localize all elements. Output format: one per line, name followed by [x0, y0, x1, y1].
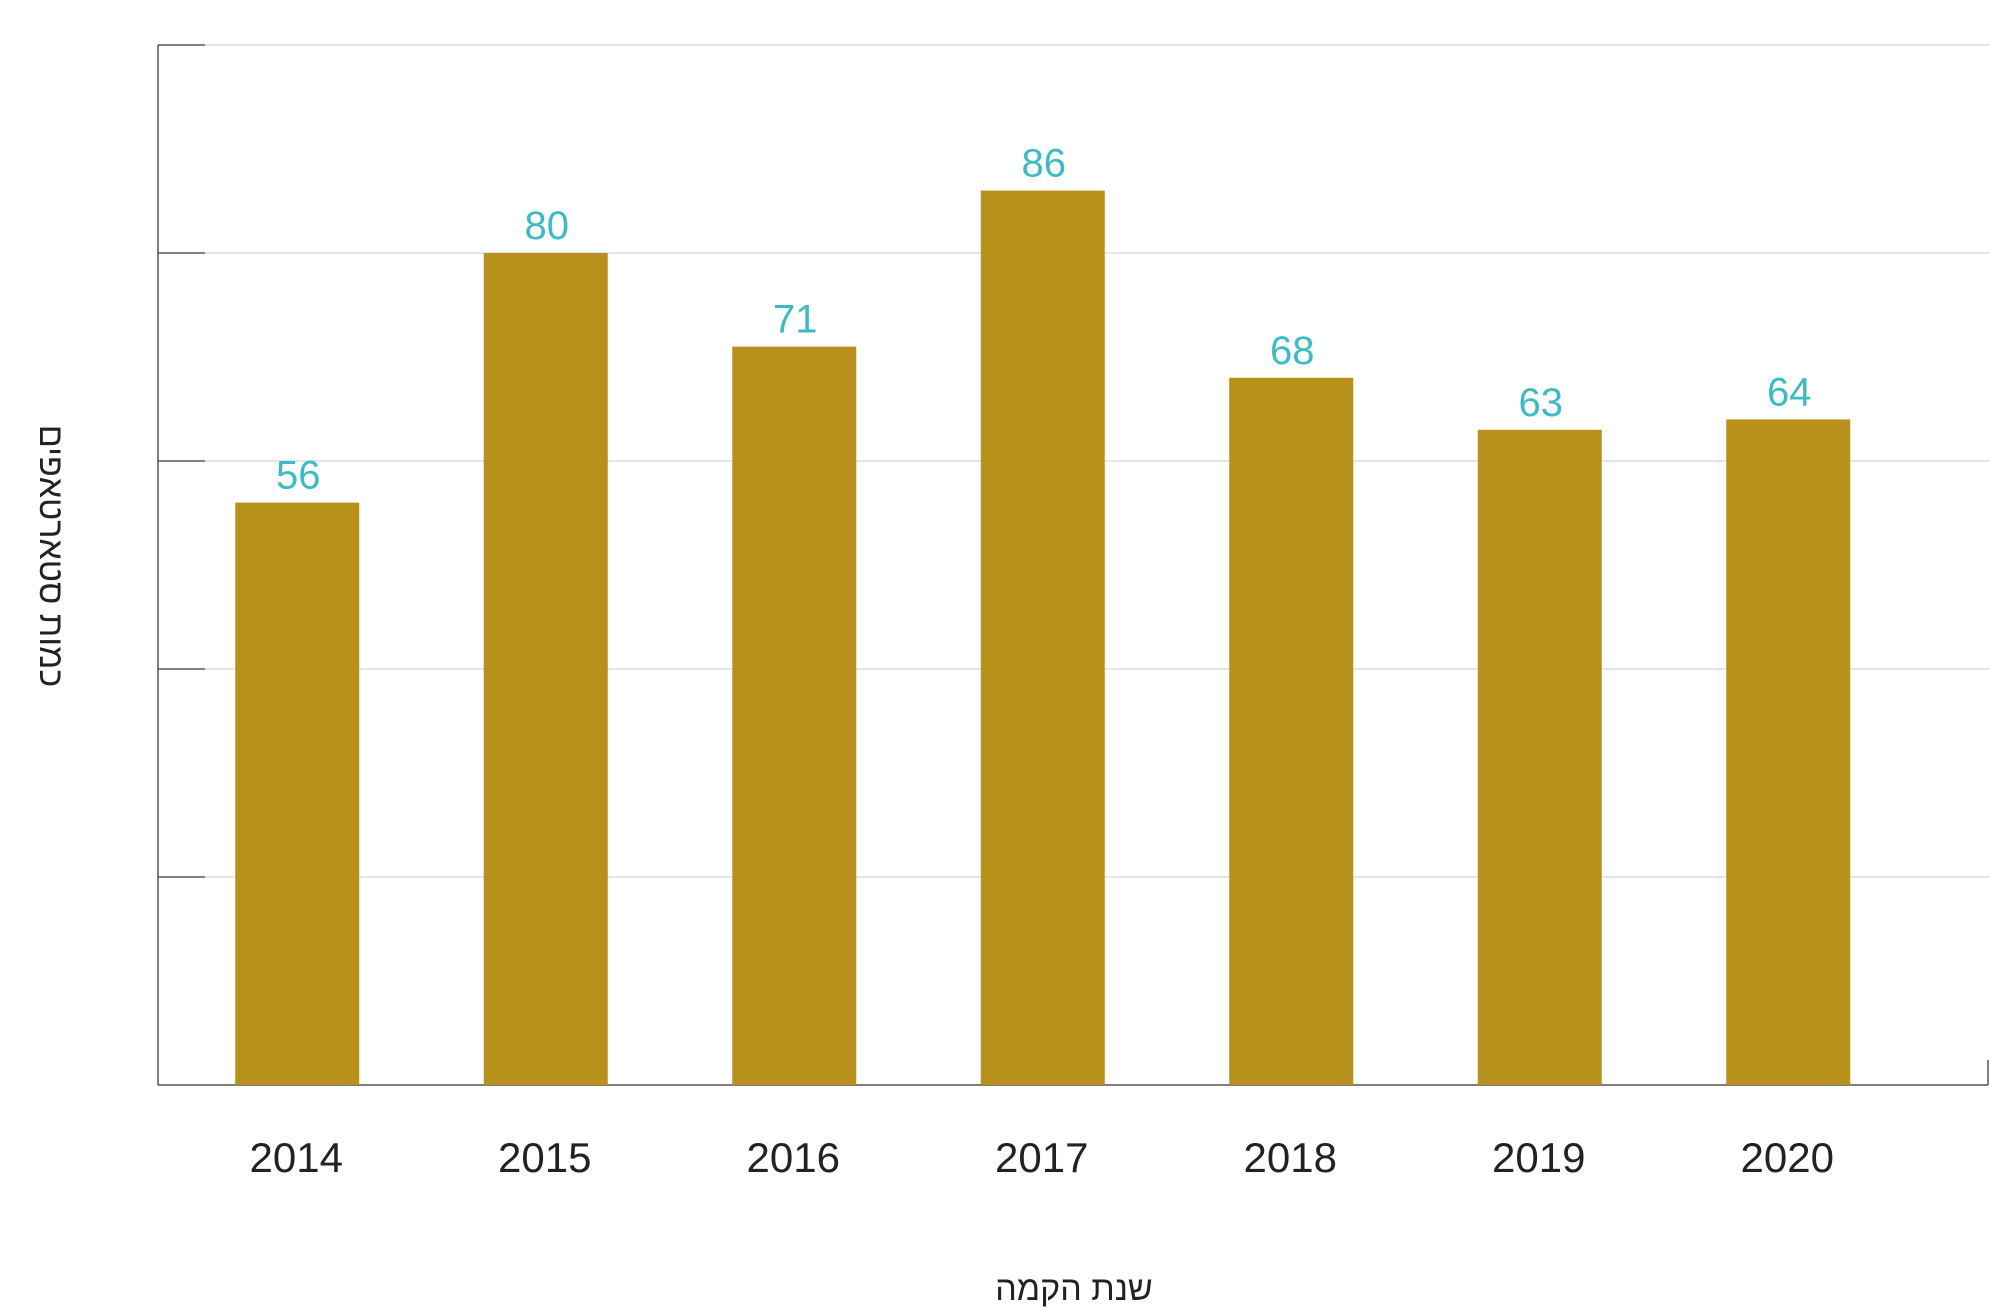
data-label-2015: 80 [525, 204, 570, 248]
x-axis-title: שנת הקמה [995, 1270, 1153, 1308]
bar-2017 [980, 190, 1105, 1086]
x-tick-label-2019: 2019 [1492, 1134, 1585, 1181]
bar-2018 [1229, 377, 1354, 1085]
bars [235, 190, 1851, 1086]
data-label-2018: 68 [1270, 329, 1315, 373]
bar-2014 [235, 502, 360, 1086]
data-label-2016: 71 [773, 298, 818, 342]
x-tick-label-2014: 2014 [250, 1134, 343, 1181]
x-tick-label-2018: 2018 [1244, 1134, 1337, 1181]
data-label-2017: 86 [1022, 142, 1067, 186]
x-tick-labels: 2014 2015 2016 2017 2018 2019 2020 [250, 1134, 1834, 1181]
data-label-2019: 63 [1519, 381, 1564, 425]
x-tick-label-2020: 2020 [1741, 1134, 1834, 1181]
bar-2019 [1477, 429, 1602, 1085]
data-labels: 56 80 71 86 68 63 64 [276, 142, 1812, 498]
x-tick-label-2017: 2017 [995, 1134, 1088, 1181]
bar-2015 [483, 253, 608, 1085]
data-label-2014: 56 [276, 454, 321, 498]
bar-2020 [1726, 419, 1851, 1085]
x-tick-label-2015: 2015 [498, 1134, 591, 1181]
x-tick-label-2016: 2016 [747, 1134, 840, 1181]
data-label-2020: 64 [1767, 370, 1812, 414]
bar-2016 [732, 346, 857, 1086]
y-axis-title: כמות סטארטאפים [32, 425, 70, 687]
